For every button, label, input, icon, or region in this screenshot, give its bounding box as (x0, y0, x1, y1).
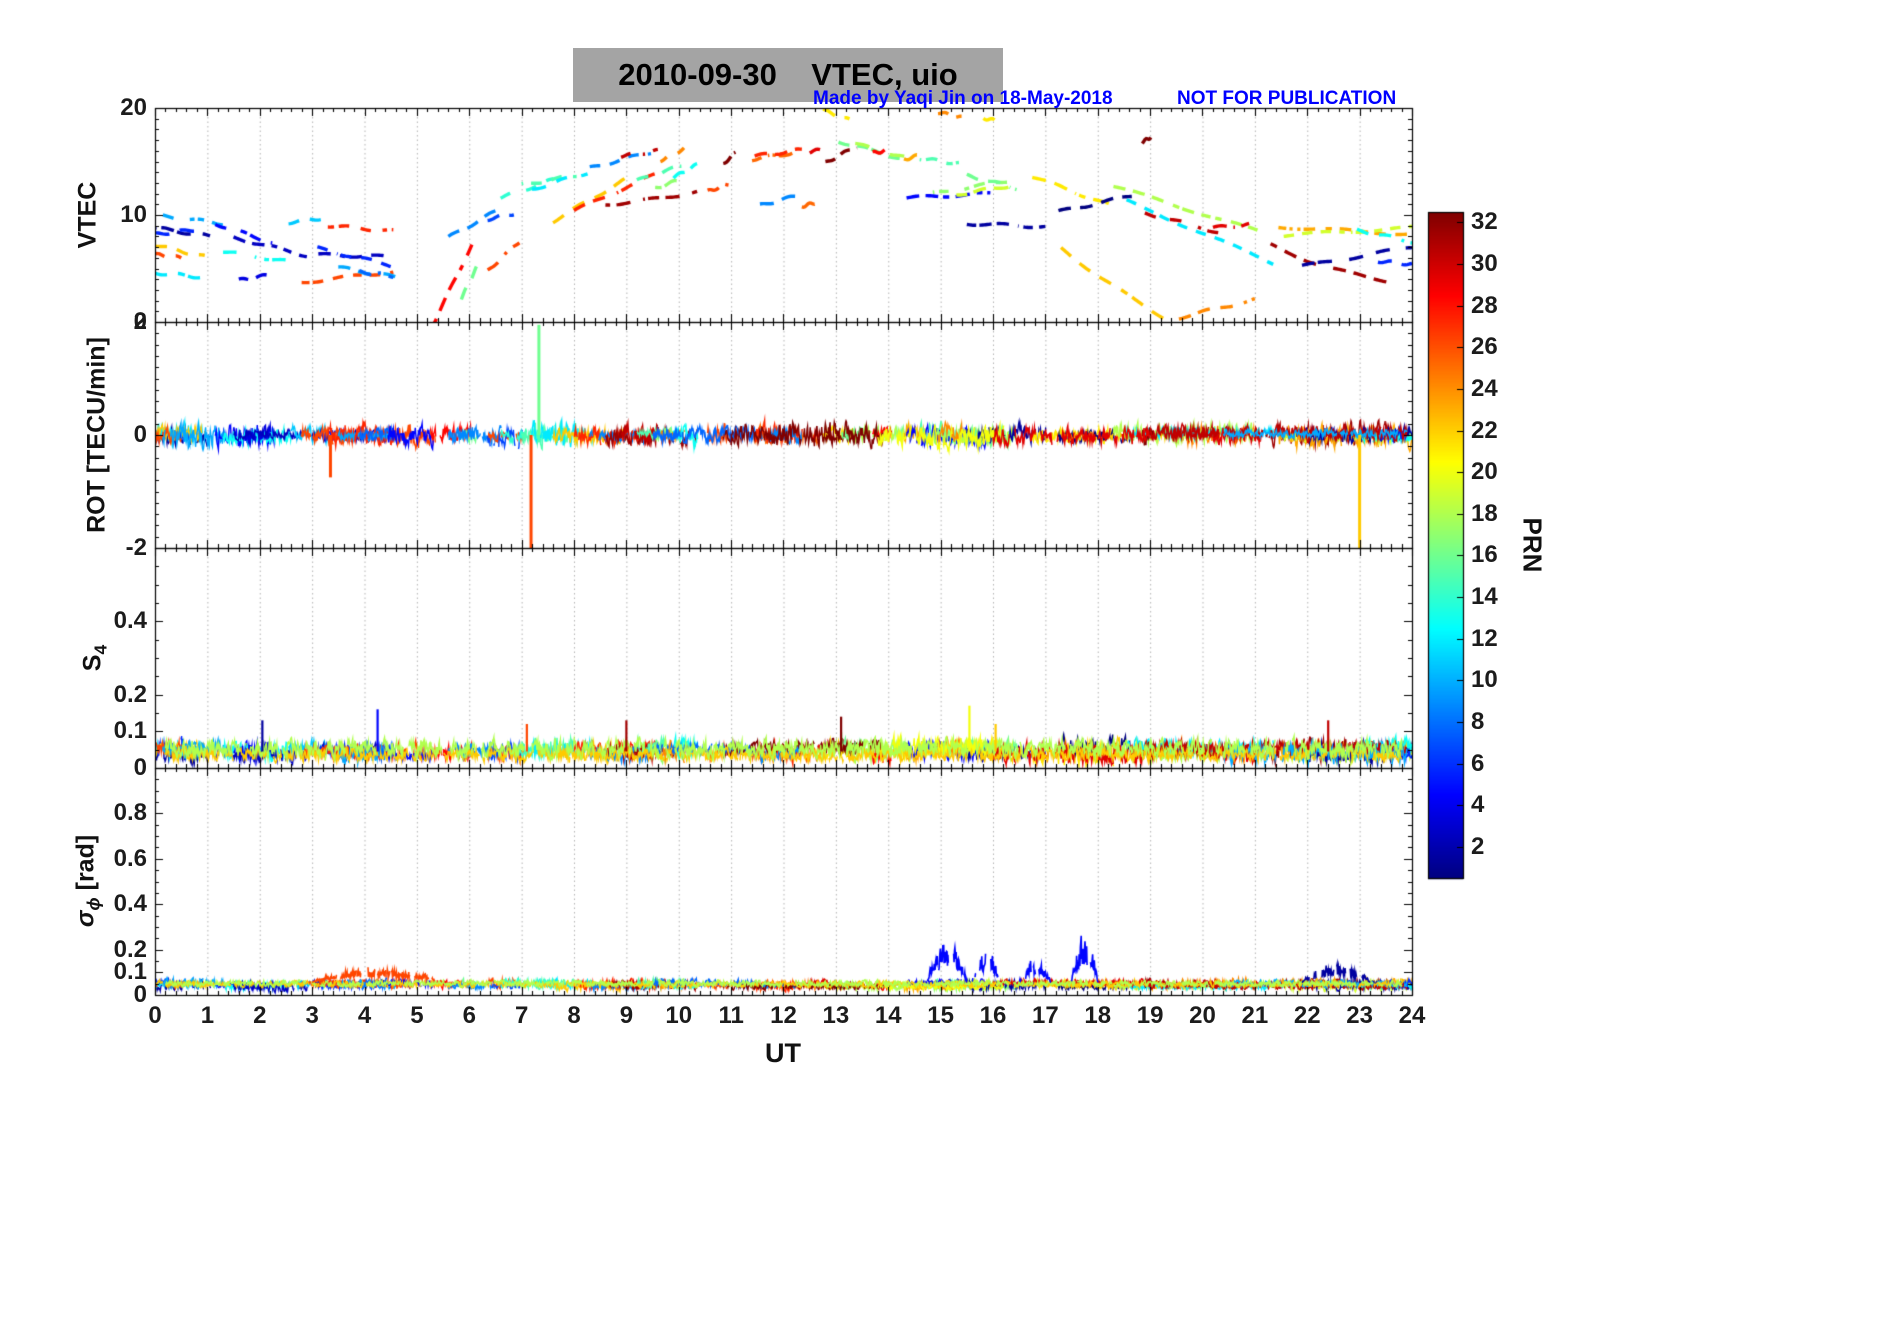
colorbar-tick-label: 24 (1471, 374, 1498, 402)
colorbar-tick-label: 20 (1471, 458, 1498, 486)
y-tick-label: 0.4 (113, 607, 147, 635)
x-tick-label: 18 (1084, 1002, 1112, 1029)
y-tick-label: 0.4 (113, 890, 147, 918)
y-tick-label: 20 (120, 94, 147, 121)
colorbar-tick-label: 30 (1471, 250, 1498, 278)
x-tick-label: 17 (1032, 1002, 1059, 1029)
colorbar-tick-label: 4 (1471, 791, 1485, 819)
colorbar-tick-label: 16 (1471, 541, 1498, 569)
colorbar-tick-label: 14 (1471, 583, 1498, 611)
not-for-publication-annotation: NOT FOR PUBLICATION (1177, 88, 1397, 109)
x-tick-label: 13 (822, 1002, 850, 1029)
colorbar-tick-label: 12 (1471, 624, 1498, 652)
x-tick-label: 9 (619, 1002, 634, 1029)
y-tick-label: 10 (120, 201, 147, 228)
x-tick-label: 2 (253, 1002, 267, 1029)
y-tick-label: -2 (125, 534, 147, 561)
x-tick-label: 8 (567, 1002, 581, 1029)
colorbar-tick-label: 22 (1471, 416, 1498, 444)
colorbar-tick-label: 8 (1471, 707, 1485, 735)
x-tick-label: 23 (1346, 1002, 1373, 1029)
figure-title-box: 2010-09-30 VTEC, uio (573, 48, 1003, 102)
colorbar-label: PRN (1517, 517, 1548, 573)
x-tick-label: 12 (770, 1002, 797, 1029)
colorbar-tick-label: 2 (1471, 832, 1485, 860)
x-tick-label: 0 (148, 1002, 162, 1029)
y-tick-label: 0.6 (113, 844, 147, 872)
x-tick-label: 22 (1293, 1002, 1321, 1029)
x-tick-label: 3 (305, 1002, 319, 1029)
y-tick-label: 0.2 (113, 935, 147, 963)
figure-title: 2010-09-30 VTEC, uio (618, 57, 958, 92)
colorbar-tick-label: 26 (1471, 333, 1498, 361)
x-tick-label: 16 (979, 1002, 1007, 1029)
x-tick-label: 20 (1189, 1002, 1216, 1029)
y-tick-label: 2 (133, 308, 147, 335)
colorbar-tick-label: 10 (1471, 666, 1498, 694)
y-tick-label: 0.2 (113, 680, 147, 708)
colorbar-tick-label: 28 (1471, 291, 1498, 319)
x-axis-label: UT (765, 1038, 801, 1068)
x-tick-label: 15 (927, 1002, 954, 1029)
x-tick-label: 19 (1136, 1002, 1164, 1029)
x-tick-label: 10 (665, 1002, 693, 1029)
x-tick-label: 11 (718, 1002, 744, 1029)
s4-axis-label: S4 (78, 644, 111, 672)
y-tick-label: 0.8 (113, 799, 147, 827)
x-tick-label: 5 (410, 1002, 424, 1029)
y-tick-label: 0.1 (113, 958, 147, 986)
y-tick-label: 0 (133, 421, 147, 448)
colorbar-tick-label: 18 (1471, 499, 1498, 527)
x-tick-label: 24 (1398, 1002, 1426, 1029)
y-tick-label: 0.1 (113, 717, 147, 745)
colorbar-tick-label: 32 (1471, 208, 1498, 236)
x-tick-label: 4 (357, 1002, 372, 1029)
x-tick-label: 7 (514, 1002, 529, 1029)
credit-annotation: Made by Yaqi Jin on 18-May-2018 (813, 88, 1113, 109)
y-tick-label: 0 (133, 754, 147, 781)
x-tick-label: 6 (462, 1002, 476, 1029)
x-tick-label: 14 (874, 1002, 902, 1029)
colorbar-tick-label: 6 (1471, 749, 1485, 777)
y-tick-label: 0 (133, 981, 147, 1008)
y-tick-label: 0 (133, 308, 147, 335)
x-tick-label: 1 (200, 1002, 215, 1029)
x-tick-label: 21 (1241, 1002, 1269, 1029)
